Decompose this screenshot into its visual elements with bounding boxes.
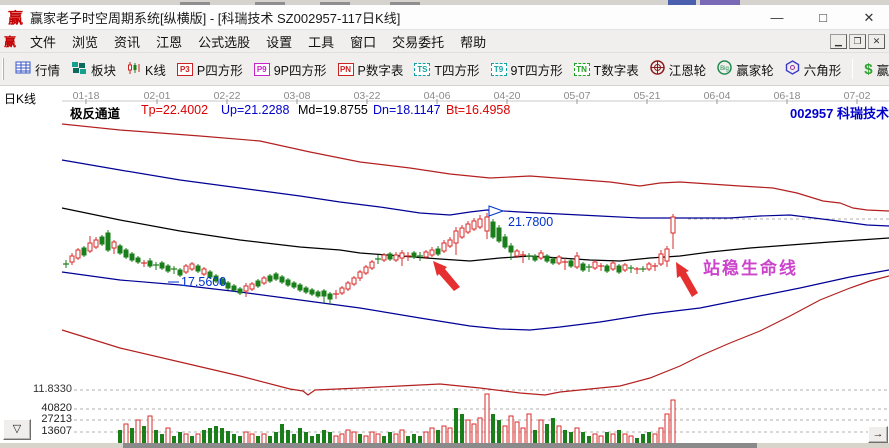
scrollbar-thumb[interactable] <box>123 443 757 448</box>
quote-table-icon <box>15 61 31 77</box>
collapse-volume-button[interactable]: ▽ <box>3 419 31 440</box>
low-price-axis-label: 11.8330 <box>33 383 72 395</box>
svg-text:Big: Big <box>720 66 729 72</box>
menu-window[interactable]: 窗口 <box>350 34 377 50</box>
p-number-table-icon: PN <box>337 62 354 76</box>
strip-chip <box>668 0 696 5</box>
nine-p-square-icon: P9 <box>253 62 270 76</box>
toolbar-separator <box>852 59 854 79</box>
kline-icon <box>127 61 141 78</box>
triangle-down-icon: ▽ <box>12 423 22 435</box>
indicator-name: 极反通道 <box>70 107 121 121</box>
date-tick-label: 01-18 <box>72 90 100 102</box>
toolbar-p-number-table-button[interactable]: PN P数字表 <box>336 58 406 81</box>
annotation-note: 站稳生命线 <box>703 259 798 278</box>
toolbar-9p-square-button[interactable]: P9 9P四方形 <box>252 58 329 81</box>
window-title: 赢家老子时空周期系统[纵横版] - [科瑞技术 SZ002957-117日K线] <box>30 10 401 26</box>
indicator-up-value: Up=21.2288 <box>221 103 290 117</box>
menu-news[interactable]: 资讯 <box>114 34 141 50</box>
arrow-right-icon: → <box>872 428 884 440</box>
close-icon[interactable]: ✕ <box>863 9 875 25</box>
toolbar-winner-wheel-button[interactable]: Big 赢家轮 <box>715 58 776 81</box>
t-number-table-icon: TN <box>573 62 590 76</box>
toolbar-p-square-button[interactable]: P3 P四方形 <box>175 58 245 81</box>
date-tick-label: 05-07 <box>563 90 591 102</box>
menu-gann[interactable]: 江恩 <box>156 34 183 50</box>
background-window-strip <box>0 0 889 5</box>
minimize-icon[interactable]: — <box>770 9 784 25</box>
horizontal-scrollbar[interactable] <box>0 443 889 448</box>
mdi-close-icon[interactable]: ✕ <box>868 34 885 49</box>
winner-wheel-icon: Big <box>717 60 732 78</box>
strip-fragment <box>390 2 420 5</box>
indicator-md-value: Md=19.8755 <box>298 103 368 117</box>
toolbar-9t-square-button[interactable]: T9 9T四方形 <box>489 58 565 81</box>
menu-bar: 赢 文件 浏览 资讯 江恩 公式选股 设置 工具 窗口 交易委托 帮助 ▁ ❐ … <box>0 30 889 53</box>
toolbar-grip <box>2 58 4 80</box>
menu-file[interactable]: 文件 <box>30 34 57 50</box>
menu-tools[interactable]: 工具 <box>308 34 335 50</box>
indicator-tp-value: Tp=22.4002 <box>141 103 209 117</box>
volume-axis-label: 40820 <box>41 402 72 414</box>
date-tick-label: 02-01 <box>143 90 171 102</box>
scroll-right-button[interactable]: → <box>868 426 888 443</box>
menu-browse[interactable]: 浏览 <box>72 34 99 50</box>
toolbar-sectors-button[interactable]: 板块 <box>69 58 118 81</box>
date-tick-label: 04-20 <box>493 90 521 102</box>
date-tick-label: 03-22 <box>353 90 381 102</box>
menu-settings[interactable]: 设置 <box>266 34 293 50</box>
volume-axis-label: 27213 <box>41 413 72 425</box>
hexagon-icon <box>785 60 800 78</box>
date-tick-label: 02-22 <box>213 90 241 102</box>
date-tick-label: 04-06 <box>423 90 451 102</box>
menu-help[interactable]: 帮助 <box>460 34 487 50</box>
toolbar-kline-button[interactable]: K线 <box>125 58 168 81</box>
toolbar: 行情 板块 K线 P3 P四方形 P9 9P四方形 PN P数字表 TS T四方… <box>0 53 889 86</box>
volume-axis-label: 13607 <box>41 425 72 437</box>
app-logo-small-icon: 赢 <box>4 34 17 49</box>
period-label: 日K线 <box>4 92 37 106</box>
date-tick-label: 03-08 <box>283 90 311 102</box>
peak-price-label: 21.7800 <box>508 215 554 229</box>
toolbar-gann-wheel-button[interactable]: 江恩轮 <box>648 58 709 81</box>
strip-chip <box>700 0 740 5</box>
date-tick-label: 06-04 <box>703 90 731 102</box>
stock-code-name-label: 002957 科瑞技术 <box>790 106 889 121</box>
indicator-dn-value: Dn=18.1147 <box>373 103 441 117</box>
nine-t-square-icon: T9 <box>490 62 507 76</box>
gann-wheel-icon <box>649 60 665 78</box>
menu-trade-entrust[interactable]: 交易委托 <box>392 34 445 50</box>
date-tick-label: 07-02 <box>843 90 871 102</box>
toolbar-t-number-table-button[interactable]: TN T数字表 <box>572 58 641 81</box>
app-logo-icon: 赢 <box>8 9 24 27</box>
sector-blocks-icon <box>71 61 87 78</box>
strip-fragment <box>255 2 285 5</box>
dollar-icon: $ <box>864 60 873 78</box>
mdi-minimize-icon[interactable]: ▁ <box>830 34 847 49</box>
toolbar-quotes-button[interactable]: 行情 <box>13 58 62 81</box>
t-square-icon: TS <box>414 62 431 76</box>
mdi-restore-icon[interactable]: ❐ <box>849 34 866 49</box>
title-bar: 赢 赢家老子时空周期系统[纵横版] - [科瑞技术 SZ002957-117日K… <box>0 5 889 30</box>
indicator-bt-value: Bt=16.4958 <box>446 103 511 117</box>
p-square-icon: P3 <box>176 62 193 76</box>
trough-price-label: 17.5600 <box>181 275 227 289</box>
menu-formula-stock-pick[interactable]: 公式选股 <box>198 34 251 50</box>
date-tick-label: 05-21 <box>633 90 661 102</box>
maximize-icon[interactable]: □ <box>819 9 827 25</box>
toolbar-hexagon-button[interactable]: 六角形 <box>783 58 844 81</box>
toolbar-t-square-button[interactable]: TS T四方形 <box>412 58 481 81</box>
strip-fragment <box>320 2 350 5</box>
toolbar-winner-service-button[interactable]: $ 赢家服务 <box>864 60 889 78</box>
date-tick-label: 06-18 <box>773 90 801 102</box>
strip-fragment <box>180 2 210 5</box>
